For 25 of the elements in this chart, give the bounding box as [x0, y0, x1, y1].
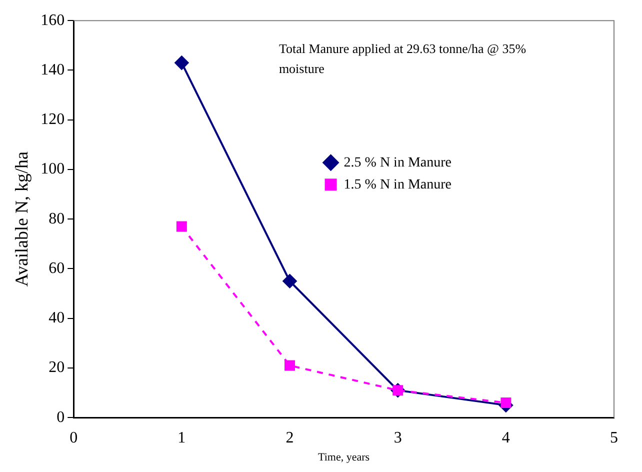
y-tick-label: 60	[48, 260, 65, 277]
x-tick-label: 3	[394, 429, 402, 446]
x-tick-label: 5	[610, 429, 618, 446]
annotation: Total Manure applied at 29.63 tonne/ha @ 35% moisture	[278, 40, 528, 78]
legend-label: 2.5 % N in Manure	[344, 155, 452, 170]
y-tick-label: 80	[48, 210, 65, 228]
y-tick-label: 160	[40, 12, 65, 29]
point	[284, 360, 296, 371]
y-axis-title: Available N, kg/ha	[12, 152, 32, 287]
point	[176, 221, 187, 232]
x-tick-label: 4	[502, 429, 510, 446]
y-tick-label: 140	[40, 61, 65, 78]
x-tick-label: 1	[178, 429, 186, 446]
x-axis-title: Time, years	[318, 451, 370, 464]
y-tick-label: 20	[48, 359, 65, 376]
legend-label: 1.5 % N in Manure	[344, 177, 452, 192]
y-tick-label: 40	[48, 310, 65, 327]
x-tick-label: 0	[70, 429, 78, 446]
y-tick-label: 100	[40, 160, 65, 178]
point	[174, 56, 189, 70]
y-tick-label: 0	[56, 408, 65, 426]
y-tick-label: 120	[40, 111, 65, 128]
point	[282, 274, 297, 288]
point	[500, 397, 512, 408]
x-tick-label: 2	[286, 429, 294, 446]
